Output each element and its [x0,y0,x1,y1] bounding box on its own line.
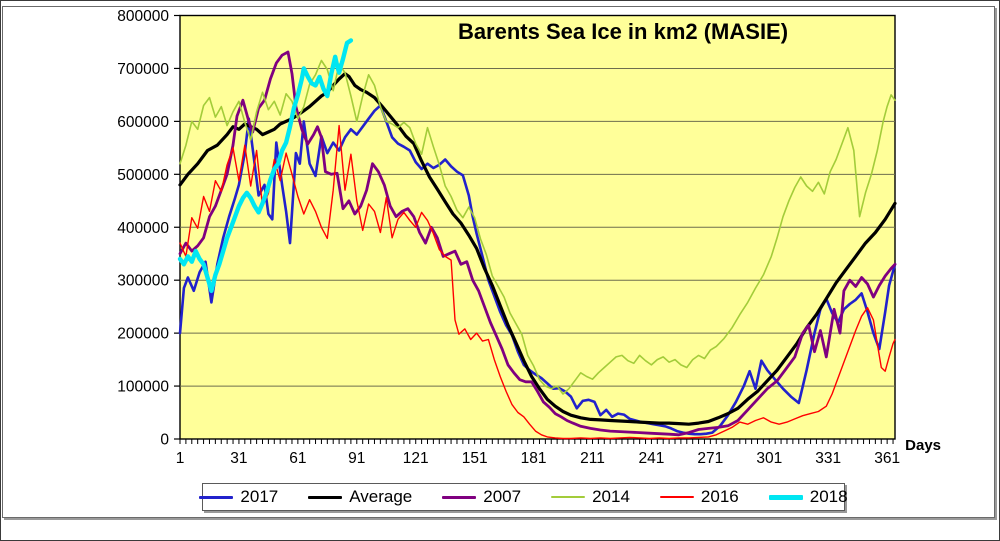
series-line-2016 [179,124,896,440]
legend-label-2016: 2016 [700,487,739,506]
y-tick-label: 600000 [117,114,169,131]
x-tick-label: 1 [176,450,185,467]
legend-item-2014: 2014 [551,487,630,507]
x-axis-title: Days [905,437,941,454]
x-tick-label: 241 [638,450,664,467]
series-line-2007 [178,50,897,437]
legend-item-2016: 2016 [659,487,739,507]
x-tick-label: 31 [230,450,247,467]
y-tick-label: 100000 [117,379,169,396]
x-tick-label: 211 [580,450,605,467]
chart-title: Barents Sea Ice in km2 (MASIE) [457,19,789,44]
legend-item-2018: 2018 [768,487,848,507]
y-tick-label: 300000 [117,273,169,290]
y-tick-label: 400000 [117,220,169,237]
x-tick-label: 361 [874,450,900,467]
legend-label-2018: 2018 [809,487,848,506]
series-line-2018 [177,38,354,293]
x-tick-label: 121 [403,450,429,467]
x-tick-label: 271 [697,450,723,467]
plot-area: 0 100000 200000 300000 400000 500000 600000 700… [117,8,900,467]
series-line-2014 [179,59,896,395]
y-tick-label: 0 [160,432,169,449]
series-line-average [178,72,897,426]
legend-item-2007: 2007 [442,487,521,507]
legend-label-2007: 2007 [483,487,522,506]
chart-frame: 0 100000 200000 300000 400000 500000 600000 700… [2,6,995,518]
x-tick-label: 91 [348,450,365,467]
legend-swatch-2007 [442,495,477,499]
legend-swatch-2014 [551,496,586,498]
x-tick-label: 181 [521,450,547,467]
legend-swatch-2018 [768,494,803,500]
x-tick-label: 61 [289,450,306,467]
y-tick-label: 700000 [117,61,169,78]
legend-swatch-2017 [199,495,234,499]
legend-label-2017: 2017 [240,487,279,506]
legend-item-average: Average [308,487,412,507]
legend-swatch-average [308,495,343,499]
x-tick-label: 151 [462,450,488,467]
x-tick-label: 301 [756,450,782,467]
legend-item-2017: 2017 [199,487,278,507]
legend: 2017 Average 2007 2014 2016 2018 [199,483,848,511]
legend-swatch-2016 [659,496,694,498]
legend-label-2014: 2014 [592,487,630,506]
legend-label-average: Average [349,487,413,506]
y-tick-label: 800000 [117,8,169,25]
x-tick-label: 331 [815,450,841,467]
y-tick-label: 500000 [117,167,169,184]
y-tick-label: 200000 [117,326,169,343]
